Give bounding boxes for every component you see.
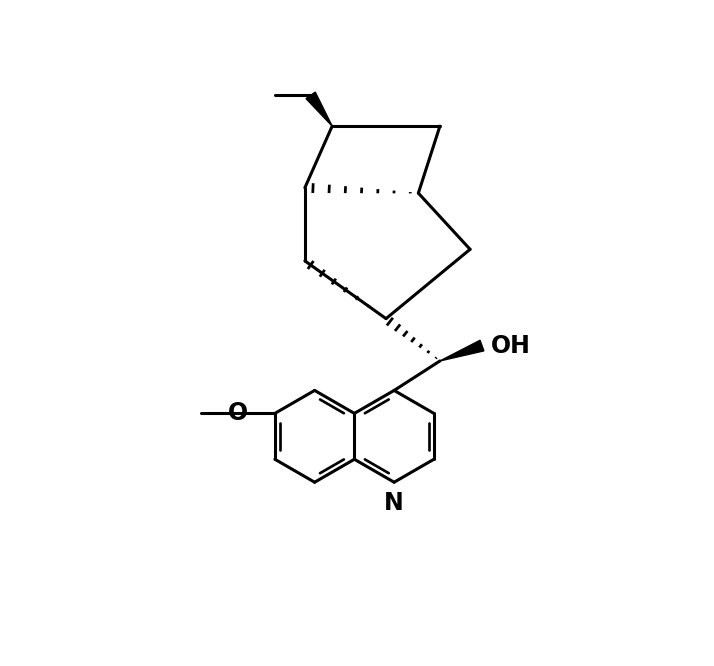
Polygon shape	[306, 92, 332, 126]
Text: OH: OH	[491, 334, 531, 358]
Polygon shape	[440, 340, 484, 361]
Text: N: N	[384, 492, 404, 515]
Text: O: O	[228, 402, 248, 426]
